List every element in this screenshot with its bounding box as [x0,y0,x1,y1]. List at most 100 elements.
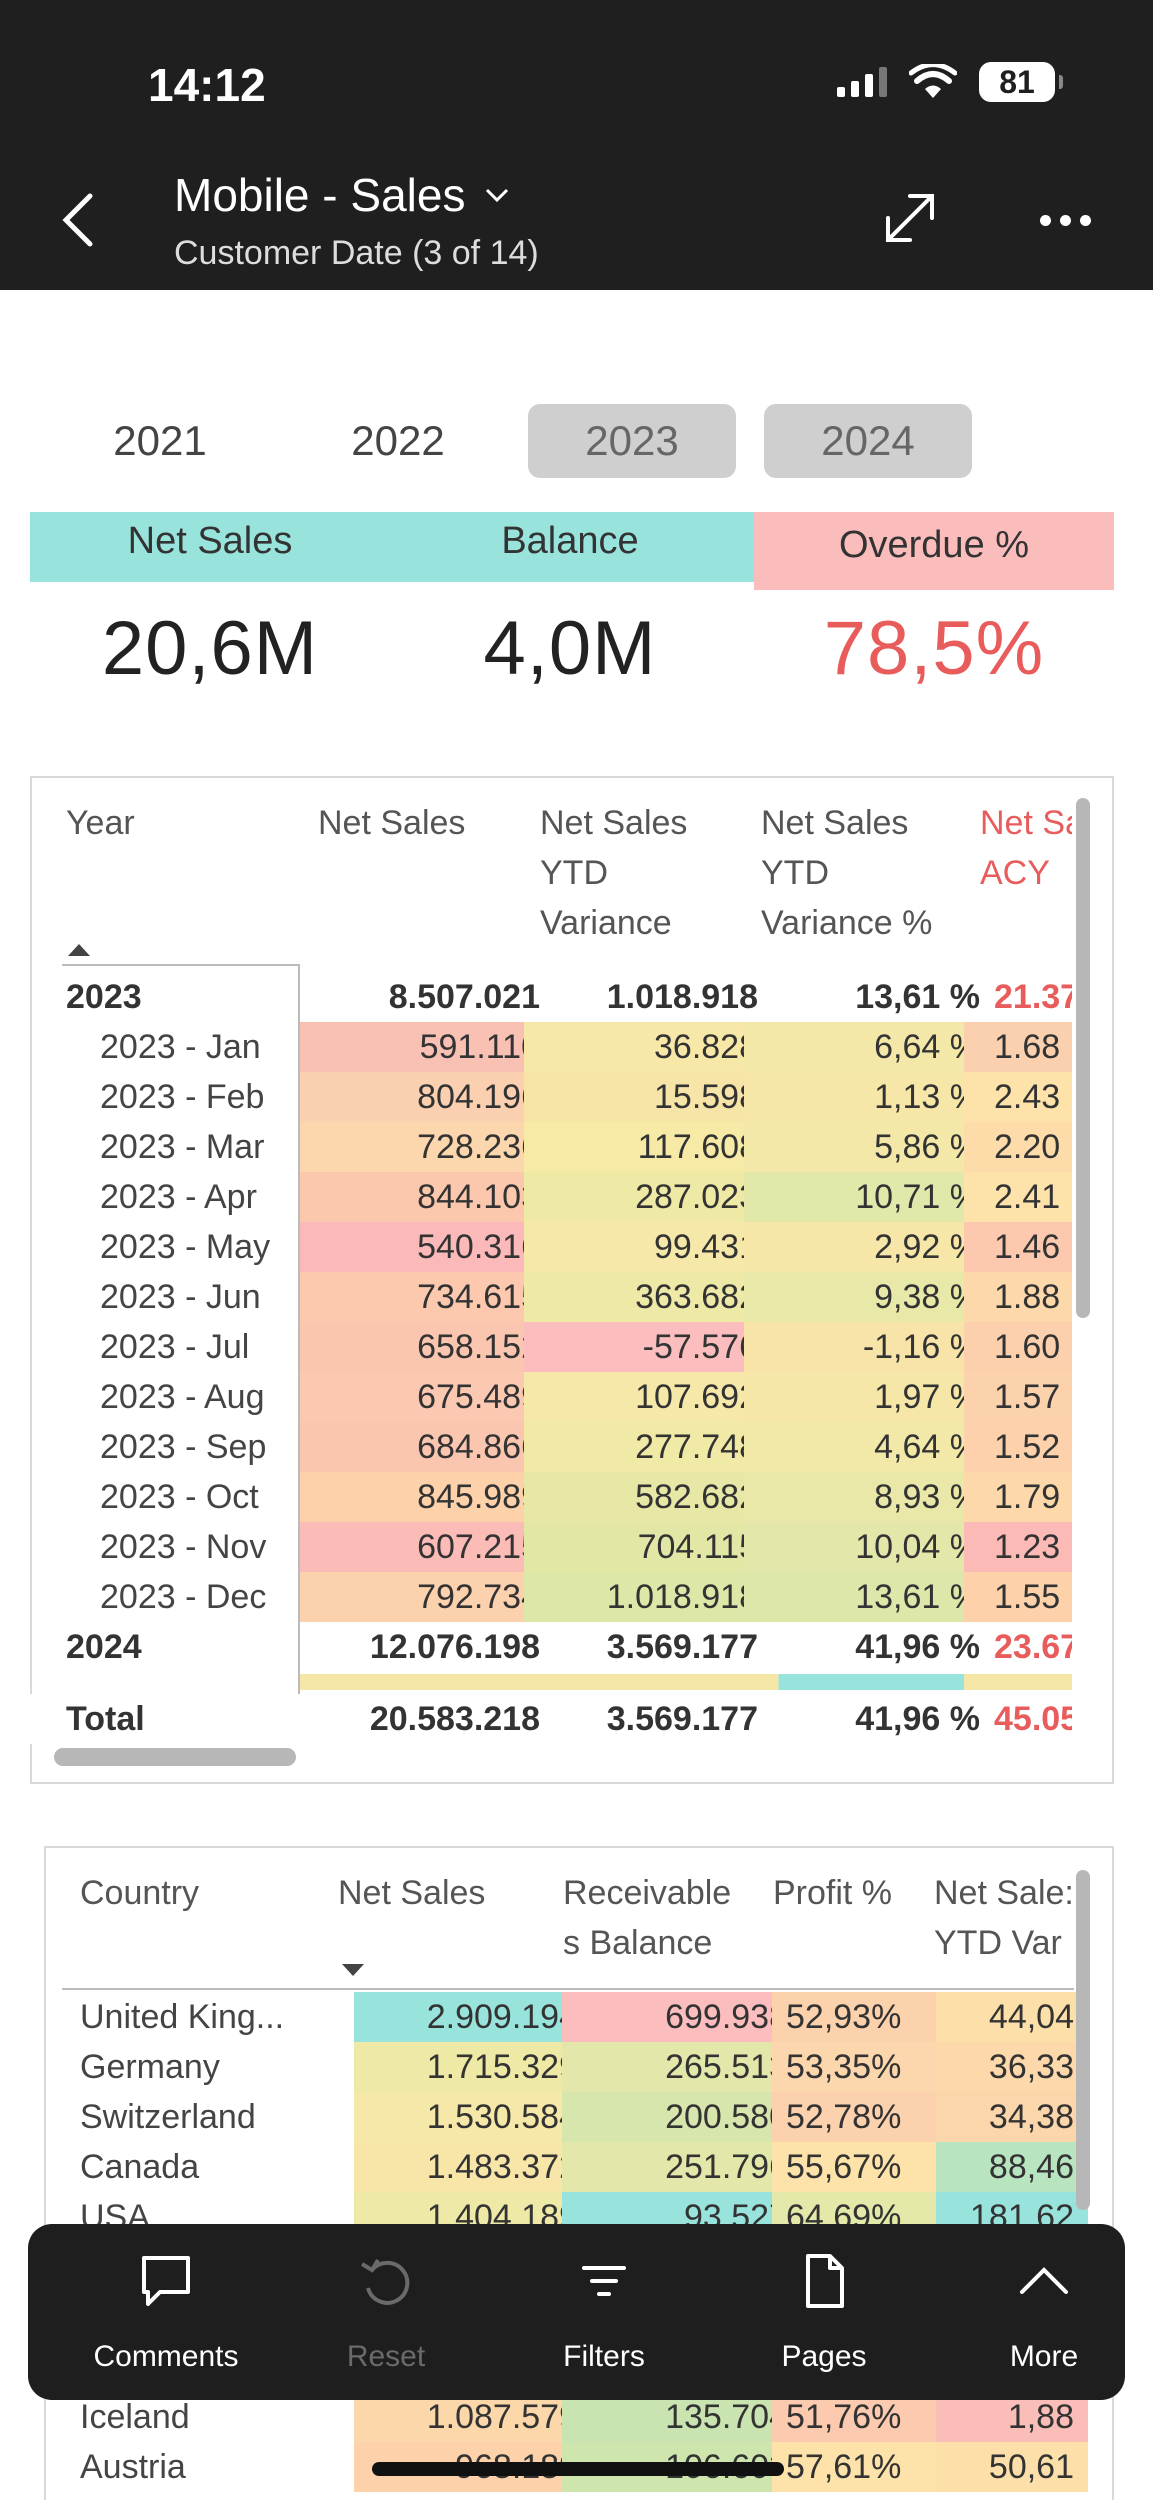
row-label[interactable]: 2024 [66,1628,142,1666]
table-cell-net: 728.236 [300,1122,554,1172]
table-row[interactable]: 2023 - Nov 607.215 704.115 10,04 % 1.23 [30,1522,1072,1572]
table-cell-acy: 23.67 [994,1628,1072,1666]
kpi-label-balance: Balance [501,520,639,562]
status-time: 14:12 [148,59,266,111]
wifi-icon [909,64,957,98]
col-header-net-sales-2[interactable]: Net Sales [338,1874,486,1912]
year-option-2024[interactable]: 2024 [764,404,972,478]
table-row[interactable]: Germany 1.715.329 265.513 53,35% 36,33 [44,2042,1088,2092]
col-header-acy-line1: Net Sa [980,804,1072,842]
row-label[interactable]: 2023 - Aug [100,1378,265,1416]
table-cell-profit: 57,61% [772,2442,936,2492]
col-header-ytd-variance[interactable]: Net Sales YTD Variance [540,798,687,948]
home-indicator[interactable] [372,2462,784,2476]
row-label[interactable]: 2023 - Dec [100,1578,267,1616]
table-cell-pct: 10,04 % [744,1522,994,1572]
table-cell-var: 287.023 [524,1172,772,1222]
sort-descending-icon[interactable] [342,1964,364,1976]
table-cell-net: 658.152 [300,1322,554,1372]
col-header-net-sales-ytd-var[interactable]: Net Sale: YTD Var [934,1868,1074,1968]
row-label[interactable]: 2023 - Nov [100,1528,267,1566]
reset-button[interactable]: Reset [286,2224,486,2400]
row-label[interactable]: 2023 [66,978,142,1016]
table-row[interactable]: 2023 - Apr 844.103 287.023 10,71 % 2.41 [30,1172,1072,1222]
sort-ascending-icon[interactable] [68,944,90,956]
col-header-net-sales-acy[interactable]: Net Sa ACY [980,798,1072,898]
expand-icon[interactable] [880,188,940,248]
year-option-2023[interactable]: 2023 [528,404,736,478]
more-options-icon[interactable] [1040,208,1100,232]
table-row[interactable]: Canada 1.483.372 251.796 55,67% 88,46 [44,2142,1088,2192]
table-row[interactable]: Austria968.189106.60357,61%50,61 [44,2442,1088,2492]
row-label[interactable]: 2023 - May [100,1228,271,1266]
table-row[interactable]: 2023 - Dec 792.734 1.018.918 13,61 % 1.55 [30,1572,1072,1622]
row-label[interactable]: 2023 - Feb [100,1078,265,1116]
country-label[interactable]: United King... [80,1998,285,2036]
report-title-group[interactable]: Mobile - Sales Customer Date (3 of 14) [174,168,539,273]
table-cell-pct: 9,38 % [744,1272,994,1322]
total-row[interactable]: Total 20.583.218 3.569.177 41,96 % 45.05 [30,1694,1072,1744]
row-label[interactable]: 2023 - Jul [100,1328,250,1366]
table-cell-pct: 8,93 % [744,1472,994,1522]
row-label[interactable]: 2023 - Mar [100,1128,265,1166]
row-label[interactable]: 2023 - Jan [100,1028,261,1066]
page-subtitle: Customer Date (3 of 14) [174,234,539,272]
col-header-country[interactable]: Country [80,1874,200,1912]
row-label[interactable]: 2023 - Oct [100,1478,259,1516]
row-label[interactable]: 2023 - Sep [100,1428,267,1466]
kpi-header-band [30,512,754,582]
table-row[interactable]: 2024 12.076.198 3.569.177 41,96 % 23.67 [30,1622,1072,1672]
col-header-receivables-balance[interactable]: Receivable s Balance [563,1868,731,1968]
table-cell-recv: 699.938 [562,1992,802,2042]
table-row[interactable]: 2023 - Jun 734.615 363.682 9,38 % 1.88 [30,1272,1072,1322]
header-divider-2 [62,1988,1074,1990]
pages-button[interactable]: Pages [724,2224,924,2400]
country-label[interactable]: Iceland [80,2398,190,2436]
report-title[interactable]: Mobile - Sales [174,168,539,222]
country-label[interactable]: Canada [80,2148,200,2186]
table-row[interactable]: 2023 - May 540.316 99.431 2,92 % 1.46 [30,1222,1072,1272]
col-header-year[interactable]: Year [66,804,135,842]
table-cell-acy: 2.20 [964,1122,1072,1172]
table-row[interactable]: United King... 2.909.194 699.938 52,93% 44,0… [44,1992,1088,2042]
col-header-ytd-variance-pct[interactable]: Net Sales YTD Variance % [761,798,932,948]
col-header-profit-pct[interactable]: Profit % [773,1874,893,1912]
status-icons: 81 [837,62,1063,102]
comments-button[interactable]: Comments [66,2224,266,2400]
filters-label: Filters [563,2340,645,2373]
country-label[interactable]: Switzerland [80,2098,256,2136]
total-cell-acy: 45.05 [994,1700,1072,1738]
table-cell-profit: 53,35% [772,2042,936,2092]
year-option-2021[interactable]: 2021 [113,417,207,464]
matrix-horizontal-scrollbar[interactable] [54,1748,296,1766]
top-bar: 14:12 81 Mobile - Sales Customer Date (3… [0,0,1153,290]
country-label[interactable]: Germany [80,2048,220,2086]
row-label[interactable]: 2023 - Jun [100,1278,261,1316]
table-row[interactable]: 2023 8.507.021 1.018.918 13,61 % 21.37 [30,972,1072,1022]
table-row[interactable]: Switzerland 1.530.584 200.580 52,78% 34,38 [44,2092,1088,2142]
table-cell-net: 1.483.372 [354,2142,592,2192]
table-row[interactable]: 2023 - Jul 658.152 -57.576 -1,16 % 1.60 [30,1322,1072,1372]
table-cell-pct: 4,64 % [744,1422,994,1472]
year-option-2022[interactable]: 2022 [351,417,445,464]
table-row[interactable]: 2023 - Oct 845.989 582.682 8,93 % 1.79 [30,1472,1072,1522]
country-vertical-scrollbar[interactable] [1076,1870,1090,2210]
matrix-vertical-scrollbar[interactable] [1076,798,1090,1318]
table-row[interactable]: Iceland 1.087.579 135.704 51,76% 1,88 [44,2392,1088,2442]
col-header-net-sales[interactable]: Net Sales [318,804,466,842]
more-button[interactable]: More [944,2224,1144,2400]
col-header-recv-line1: Receivable [563,1874,732,1912]
table-row[interactable]: 2023 - Jan 591.110 36.828 6,64 % 1.68 [30,1022,1072,1072]
back-button[interactable] [58,190,98,250]
table-row[interactable]: 2023 - Aug 675.489 107.692 1,97 % 1.57 [30,1372,1072,1422]
table-row[interactable]: 2023 - Sep 684.866 277.748 4,64 % 1.52 [30,1422,1072,1472]
country-label[interactable]: Austria [80,2448,186,2486]
col-header-recv-line2: s Balance [563,1924,713,1962]
table-cell-var: 1.018.918 [524,1572,772,1622]
filters-button[interactable]: Filters [504,2224,704,2400]
table-row[interactable]: 2023 - Feb 804.196 15.598 1,13 % 2.43 [30,1072,1072,1122]
kpi-value-net-sales: 20,6M [101,606,319,691]
table-row[interactable]: 2023 - Mar 728.236 117.608 5,86 % 2.20 [30,1122,1072,1172]
row-label[interactable]: 2023 - Apr [100,1178,257,1216]
table-cell-var: 107.692 [524,1372,772,1422]
